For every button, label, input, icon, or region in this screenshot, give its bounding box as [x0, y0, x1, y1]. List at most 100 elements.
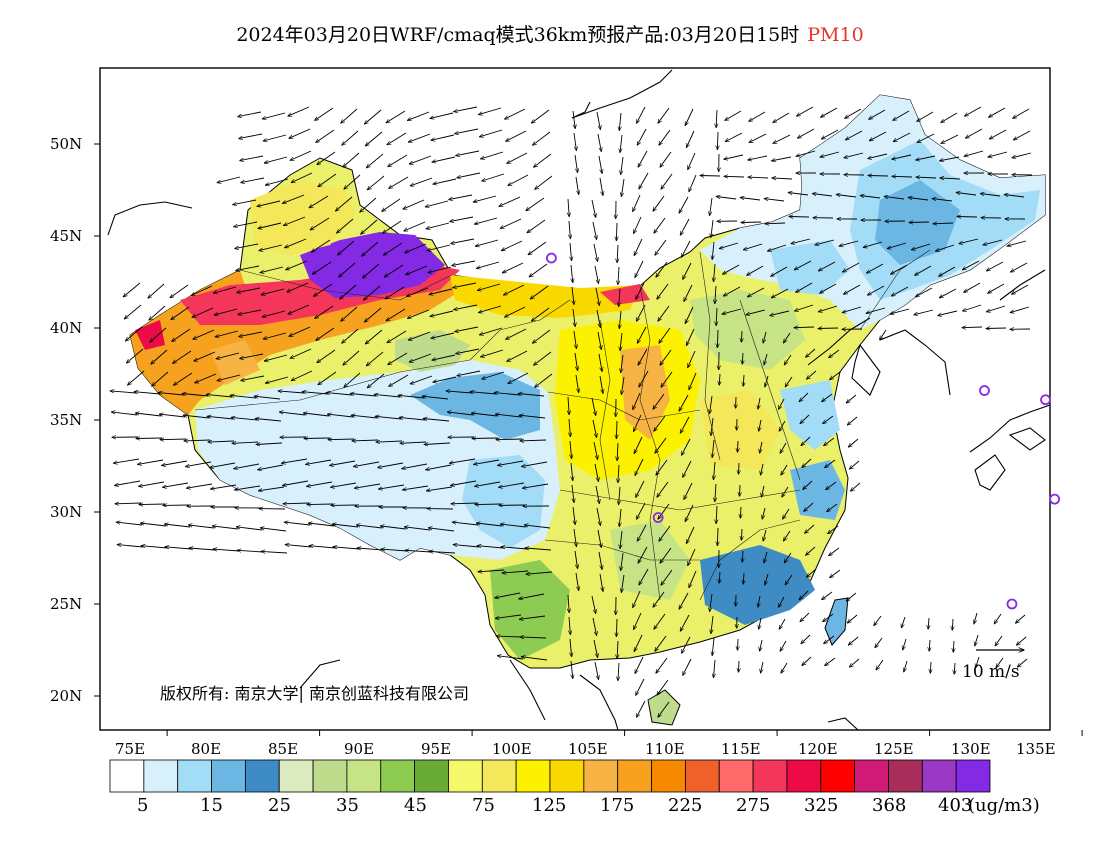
- wind-arrow: [820, 151, 840, 157]
- wind-arrow: [571, 660, 573, 679]
- wind-arrow: [352, 440, 379, 441]
- wind-arrow: [655, 239, 667, 255]
- wind-arrow: [866, 307, 886, 313]
- wind-arrow: [772, 178, 793, 179]
- wind-arrow: [501, 547, 528, 550]
- wind-arrow: [570, 440, 572, 459]
- wind-arrow: [1007, 240, 1027, 246]
- wind-arrow: [616, 618, 617, 637]
- wind-arrow: [964, 282, 981, 292]
- wind-arrow: [658, 107, 670, 123]
- wind-arrow: [599, 375, 603, 393]
- wind-arrow: [387, 132, 407, 145]
- wind-arrow: [686, 328, 695, 346]
- wind-arrow: [383, 220, 402, 233]
- wind-arrow: [593, 243, 598, 261]
- wind-arrow: [165, 547, 192, 550]
- wind-arrow: [772, 156, 792, 161]
- wind-arrow: [749, 111, 766, 121]
- wind-arrow: [1016, 636, 1027, 645]
- wind-arrow: [365, 109, 382, 124]
- wind-arrow: [518, 394, 545, 397]
- wind-arrow: [986, 328, 1007, 329]
- wind-arrow: [446, 391, 473, 394]
- wind-arrow: [194, 351, 216, 361]
- wind-arrow: [282, 458, 308, 463]
- wind-arrow: [748, 177, 769, 178]
- wind-arrow: [127, 348, 144, 363]
- wind-arrow: [290, 348, 312, 358]
- colorbar-swatch: [380, 759, 416, 793]
- wind-arrow: [264, 156, 288, 163]
- station-marker: [1040, 394, 1051, 406]
- wind-arrow: [654, 217, 666, 233]
- wind-arrow: [500, 218, 522, 229]
- wind-arrow: [453, 282, 477, 288]
- wind-arrow: [454, 106, 478, 112]
- colorbar-label: 325: [804, 795, 839, 816]
- lon-label: 85E: [268, 740, 299, 758]
- hainan-island: [647, 689, 681, 726]
- wind-arrow: [115, 503, 142, 504]
- wind-arrow: [825, 657, 836, 666]
- wind-arrow: [387, 330, 407, 343]
- wind-arrow: [618, 464, 619, 483]
- wind-arrow: [316, 129, 335, 143]
- wind-arrow: [659, 327, 671, 343]
- wind-arrow: [830, 371, 841, 380]
- wind-arrow: [263, 134, 287, 141]
- wind-arrow: [655, 437, 667, 453]
- wind-arrow: [568, 594, 569, 613]
- wind-arrow: [637, 700, 646, 717]
- wind-arrow: [654, 613, 666, 629]
- wind-arrow: [366, 351, 384, 366]
- wind-arrow: [621, 552, 624, 571]
- wind-arrow: [634, 612, 642, 630]
- wind-arrow: [237, 550, 264, 552]
- station-marker: [979, 385, 990, 396]
- wind-arrow: [591, 397, 596, 415]
- lon-label: 90E: [344, 740, 375, 758]
- wind-arrow: [739, 660, 740, 672]
- wind-arrow: [965, 106, 982, 116]
- wind-arrow: [317, 151, 336, 165]
- copyright-text: 版权所有: 南京大学| 南京创蓝科技有限公司: [160, 684, 469, 703]
- wind-arrow: [193, 329, 215, 339]
- wind-arrow: [315, 107, 334, 120]
- wind-arrow: [235, 243, 259, 249]
- wind-arrow: [283, 480, 309, 486]
- wind-arrow: [914, 309, 934, 315]
- wind-arrow: [712, 637, 714, 656]
- wind-arrow: [893, 132, 911, 142]
- wind-arrow: [404, 527, 431, 531]
- wind-arrow: [262, 112, 286, 119]
- wind-arrow: [214, 308, 238, 315]
- wind-arrow: [639, 172, 649, 189]
- wind-arrow: [430, 112, 454, 118]
- wind-arrow: [788, 193, 809, 196]
- wind-arrow: [260, 528, 287, 532]
- wind-arrow: [523, 483, 549, 488]
- wind-arrow: [1013, 108, 1030, 118]
- wind-arrow: [986, 305, 1006, 312]
- wind-arrow: [962, 260, 980, 270]
- wind-arrow: [506, 130, 527, 141]
- wind-arrow: [680, 614, 690, 631]
- wind-arrow: [761, 463, 764, 475]
- wind-arrow: [684, 482, 693, 499]
- wind-arrow: [291, 370, 313, 381]
- wind-arrow: [591, 199, 596, 217]
- wind-arrow: [238, 309, 262, 315]
- wind-arrow: [256, 443, 283, 445]
- wind-arrow: [307, 481, 333, 486]
- wind-arrow: [679, 394, 689, 411]
- wind-arrow: [289, 326, 311, 336]
- wind-arrow: [364, 285, 381, 300]
- wind-arrow: [571, 462, 573, 481]
- wind-arrow: [499, 482, 525, 487]
- wind-arrow: [784, 332, 791, 343]
- wind-arrow: [315, 305, 334, 318]
- wind-arrow: [901, 616, 906, 628]
- wind-arrow: [994, 613, 1002, 624]
- wind-arrow: [480, 129, 503, 137]
